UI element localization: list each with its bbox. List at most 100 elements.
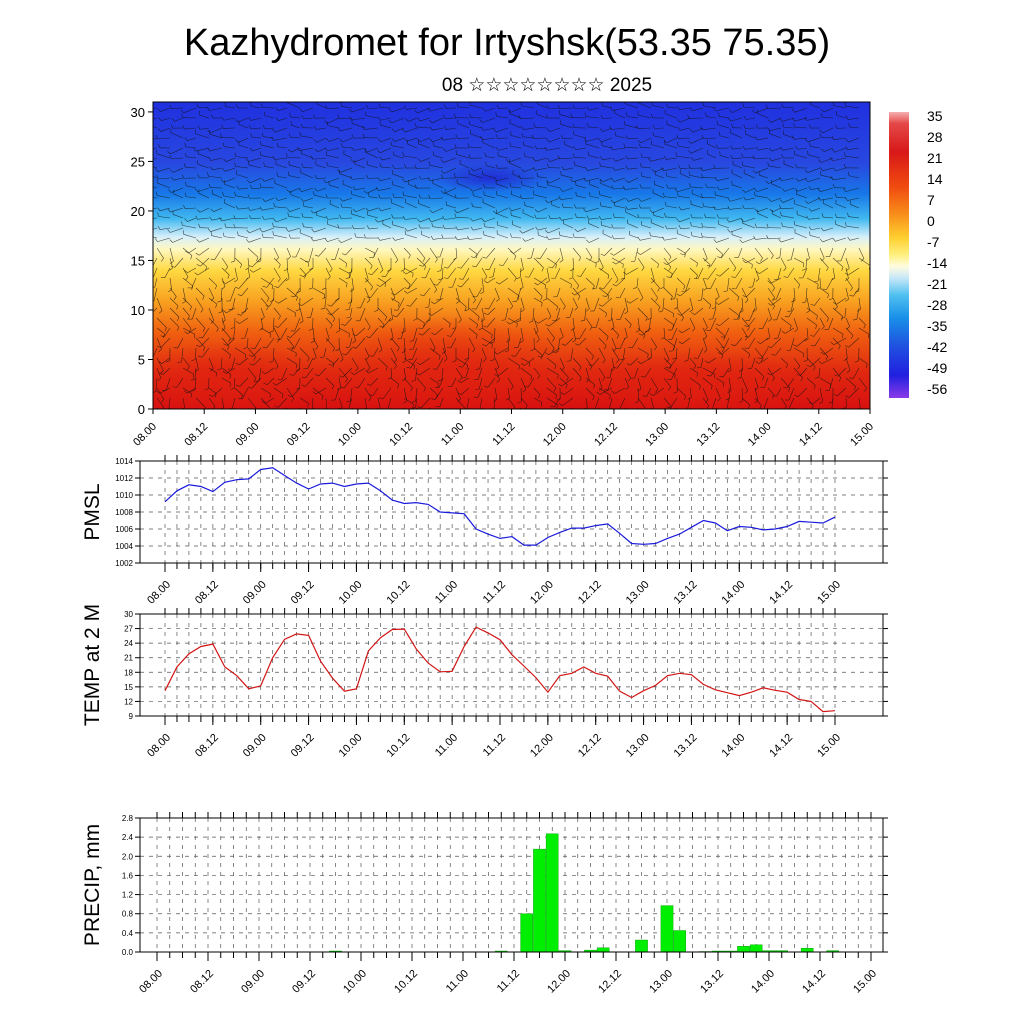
wind-barb-flag	[570, 178, 573, 183]
wind-barb-flag	[249, 269, 254, 273]
wind-barb-flag	[204, 407, 206, 409]
wind-barb-flag	[253, 356, 256, 361]
wind-barb-flag	[602, 377, 606, 381]
wind-barb-shaft	[823, 216, 834, 219]
wind-barb-shaft	[208, 387, 217, 394]
wind-barb-flag	[782, 123, 785, 128]
wind-barb-flag	[771, 353, 776, 356]
wind-barb-shaft	[394, 127, 405, 132]
wind-barb-shaft	[182, 387, 193, 394]
wind-barb-shaft	[403, 257, 405, 270]
section-x-tick-label: 10.12	[387, 421, 415, 449]
wind-barb-flag	[234, 191, 236, 196]
wind-barb-shaft	[614, 112, 626, 119]
wind-barb-shaft	[598, 347, 606, 361]
wind-barb-flag	[428, 119, 433, 124]
wind-barb-shaft	[702, 167, 717, 172]
wind-barb-shaft	[277, 176, 288, 179]
wind-barb-flag	[249, 184, 253, 189]
section-x-tick-label: 12.00	[541, 421, 569, 449]
wind-barb-flag	[348, 108, 352, 113]
wind-barb-shaft	[748, 327, 756, 338]
wind-barb-flag	[733, 267, 737, 272]
wind-barb-shaft	[533, 347, 543, 356]
wind-barb-flag	[440, 190, 445, 194]
wind-barb-shaft	[351, 107, 366, 113]
wind-barb-shaft	[432, 207, 444, 213]
wind-barb-flag	[339, 197, 343, 202]
wind-barb-flag	[299, 274, 304, 278]
wind-barb-flag	[662, 236, 665, 241]
wind-barb-shaft	[403, 317, 406, 332]
wind-barb-flag	[217, 300, 222, 303]
wind-barb-shaft	[810, 104, 821, 109]
wind-barb-shaft	[710, 317, 717, 331]
wind-barb-shaft	[509, 113, 522, 119]
wind-barb-shaft	[468, 287, 476, 301]
wind-barb-flag	[483, 280, 488, 284]
wind-barb-flag	[559, 216, 562, 221]
wind-barb-shaft	[651, 222, 665, 229]
wind-barb-shaft	[666, 124, 678, 129]
wind-barb-shaft	[403, 337, 406, 352]
wind-barb-flag	[389, 108, 392, 113]
precip-panel: 0.00.40.81.21.62.02.42.8 08.00 08.12 09.00…	[81, 812, 888, 996]
wind-barb-flag	[553, 387, 557, 392]
wind-barb-shaft	[210, 227, 223, 232]
wind-barb-flag	[307, 262, 309, 267]
wind-barb-shaft	[637, 397, 646, 409]
wind-barb-flag	[457, 379, 461, 383]
wind-barb-shaft	[338, 397, 343, 407]
wind-barb-shaft	[328, 137, 340, 142]
wind-barb-shaft	[579, 327, 587, 340]
wind-barb-flag	[688, 140, 692, 144]
wind-barb-flag	[640, 163, 642, 168]
wind-barb-shaft	[794, 137, 808, 140]
wind-barb-flag	[219, 133, 222, 138]
wind-barb-flag	[377, 177, 381, 181]
wind-barb-flag	[804, 169, 808, 173]
wind-barb-shaft	[664, 237, 678, 241]
wind-barb-shaft	[858, 297, 861, 310]
wind-barb-shaft	[486, 165, 496, 169]
wind-barb-flag	[819, 401, 823, 405]
wind-barb-shaft	[703, 137, 717, 140]
wind-barb-shaft	[251, 377, 262, 389]
wind-barb-shaft	[439, 397, 444, 407]
precip-x-axis: 08.00 08.12 09.00 09.12 10.00 10.12 11.00 11.12…	[137, 812, 879, 996]
wind-barb-flag	[243, 347, 248, 349]
wind-barb-flag	[827, 294, 829, 299]
wind-barb-flag	[402, 360, 407, 364]
wind-barb-flag	[391, 214, 394, 219]
wind-barb-flag	[609, 395, 611, 400]
wind-barb-flag	[572, 233, 575, 238]
wind-barb-shaft	[369, 327, 379, 339]
wind-barb-shaft	[157, 167, 171, 172]
wind-barb-shaft	[365, 151, 379, 159]
wind-barb-shaft	[797, 387, 808, 397]
wind-barb-flag	[326, 161, 328, 166]
wind-barb-flag	[637, 252, 641, 255]
wind-barb-shaft	[248, 237, 262, 243]
wind-barb-shaft	[273, 226, 288, 229]
wind-barb-flag	[417, 158, 421, 162]
colorbar-label: 28	[927, 129, 943, 145]
wind-barb-flag	[781, 222, 783, 227]
wind-barb-shaft	[858, 247, 865, 259]
wind-barb-shaft	[650, 267, 655, 281]
wind-barb-flag	[747, 416, 749, 420]
wind-barb-shaft	[352, 177, 366, 180]
wind-barb-shaft	[187, 137, 197, 141]
wind-barb-shaft	[460, 377, 470, 383]
wind-barb-flag	[572, 339, 576, 343]
wind-barb-flag	[599, 287, 604, 290]
wind-barb-flag	[378, 349, 383, 353]
wind-barb-shaft	[300, 232, 314, 239]
wind-barb-flag	[208, 394, 213, 397]
wind-barb-flag	[844, 345, 849, 348]
wind-barb-shaft	[327, 125, 340, 129]
wind-barb-shaft	[666, 257, 678, 266]
wind-barb-shaft	[541, 347, 548, 358]
wind-barb-flag	[346, 400, 351, 403]
wind-barb-flag	[819, 238, 823, 243]
